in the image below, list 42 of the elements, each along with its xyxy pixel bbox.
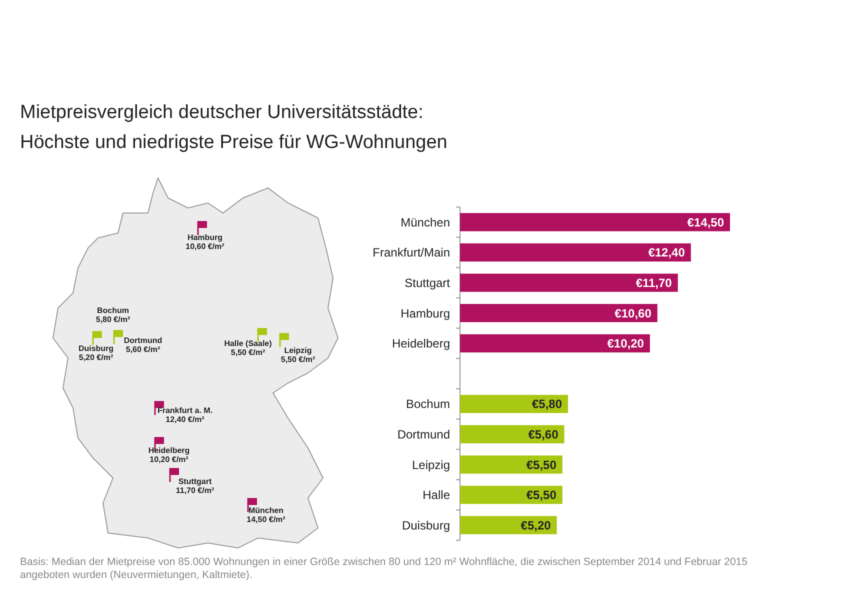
y-tick-label: München [400, 215, 450, 230]
bar [460, 486, 562, 504]
bar [460, 455, 562, 474]
data-label: €14,50 [687, 215, 724, 230]
text: Dortmund 5,60 €/m² [124, 336, 162, 354]
text: München 14,50 €/m² [246, 506, 286, 524]
data-label: €10,60 [614, 306, 652, 320]
y-tick-label: Stuttgart [404, 276, 451, 290]
y-tick-label: Leipzig [412, 458, 450, 472]
y-tick-label: Dortmund [397, 427, 450, 442]
data-label: €5,20 [520, 518, 552, 532]
bar [460, 243, 691, 262]
bar [460, 213, 730, 232]
data-label: €5,50 [526, 458, 557, 472]
text: Hamburg 10,60 €/m² [186, 233, 225, 251]
bar [460, 334, 650, 352]
text: Halle (Saale) 5,50 €/m² [224, 339, 272, 357]
data-label: €5,60 [528, 427, 559, 442]
y-tick-label: Duisburg [402, 518, 450, 532]
text: Duisburg 5,20 €/m² [78, 344, 114, 362]
data-label: €5,50 [526, 488, 557, 502]
bar [460, 516, 557, 534]
text: Frankfurt a. M. 12,40 €/m² [157, 406, 213, 424]
text: Heidelberg 10,20 €/m² [148, 446, 190, 464]
data-label: €12,40 [648, 246, 686, 260]
text: Stuttgart 11,70 €/m² [176, 477, 214, 495]
data-label: €11,70 [636, 276, 672, 290]
data-label: €10,20 [607, 336, 644, 351]
y-tick-label: Heidelberg [392, 336, 450, 351]
y-tick-label: Bochum [406, 397, 450, 412]
y-tick-label: Hamburg [400, 306, 450, 320]
text: Mietpreisvergleich deutscher Universitätsstädte: Höchste und niedrigste Preise für WG-Wohnungen [20, 102, 448, 153]
bar [460, 425, 564, 444]
data-label: €5,80 [532, 397, 562, 412]
bar [460, 274, 678, 292]
bar [460, 394, 568, 414]
text: Bochum 5,80 €/m² [96, 306, 130, 324]
text: Leipzig 5,50 €/m² [280, 346, 316, 364]
text: Basis: Median der Mietpreise von 85.000 Wohnungen in einer Größe zwischen 80 und 120 m² Wohnfläche, die zwischen September 2014 und Februar 2015 angeboten wurden (Neuvermietungen, Kaltmiete). [20, 556, 748, 581]
y-tick-label: Frankfurt/Main [372, 246, 450, 260]
y-tick-label: Halle [422, 488, 450, 502]
bar [460, 304, 658, 322]
